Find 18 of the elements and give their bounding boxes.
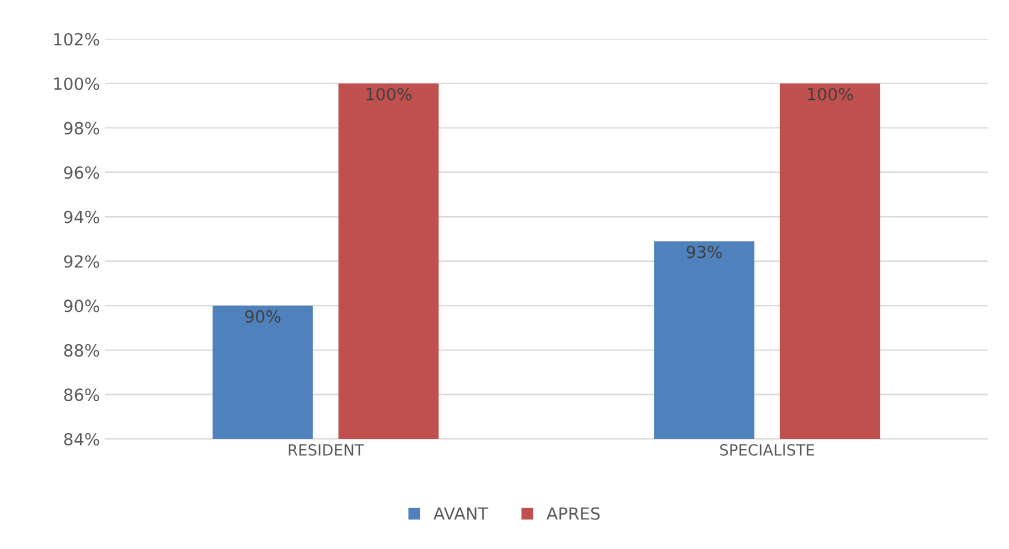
y-tick-label: 94% [64,210,100,224]
x-tick-label: RESIDENT [288,444,365,456]
y-tick-label: 102% [54,32,100,46]
y-tick-label: 100% [54,77,100,90]
x-tick-label: SPECIALISTE [720,444,815,456]
data-label: 93% [686,245,722,259]
y-tick-label: 92% [64,255,100,268]
y-tick-label: 90% [64,299,100,313]
y-tick-label: 86% [64,388,100,402]
data-label: 90% [245,310,281,323]
data-label: 100% [808,87,853,101]
y-tick-label: 84% [64,432,100,446]
y-tick-label: 98% [64,121,100,135]
legend-label: APRES [546,507,600,520]
data-label: 100% [366,87,412,101]
y-tick-label: 88% [64,344,100,357]
legend-label: AVANT [433,507,489,520]
y-tick-label: 96% [64,166,100,179]
